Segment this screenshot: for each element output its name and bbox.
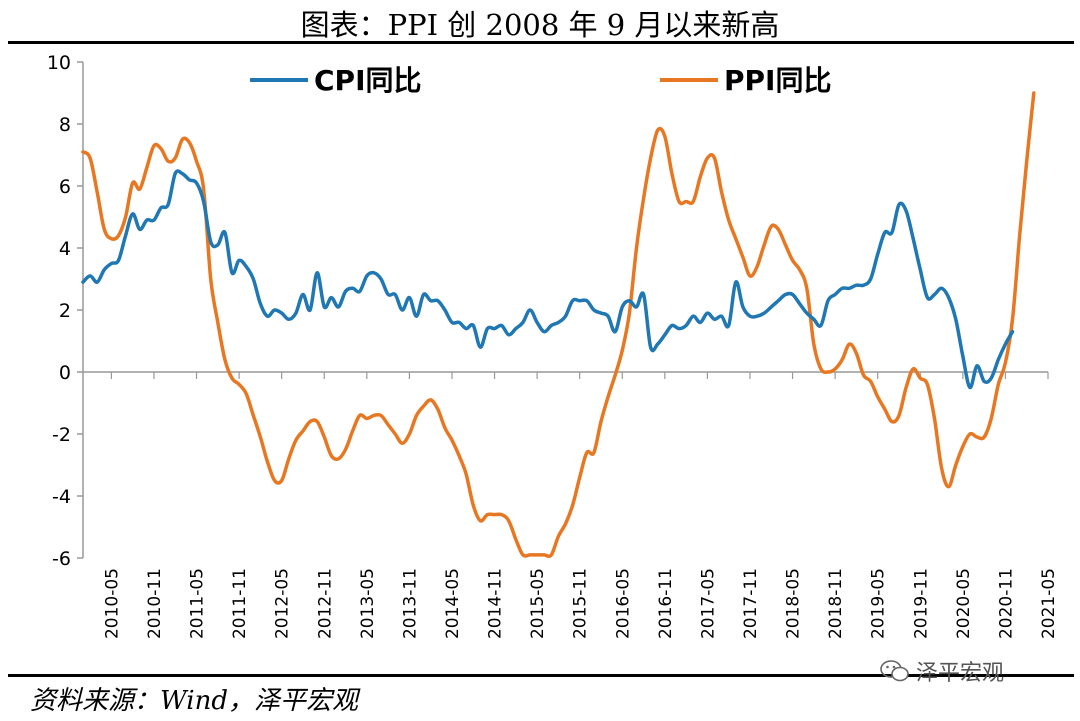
x-tick: 2014-05 [443,568,463,639]
x-tick-label: 2015-05 [528,568,548,639]
x-tick-label: 2017-11 [741,568,761,639]
x-tick: 2010-11 [145,568,165,639]
series-lines [81,91,1036,559]
x-tick-label: 2012-11 [315,568,335,639]
x-tick-label: 2013-11 [400,568,420,639]
x-tick: 2013-11 [400,568,420,639]
x-tick: 2014-11 [486,568,506,639]
x-tick: 2020-05 [954,568,974,639]
x-tick-label: 2018-05 [784,568,804,639]
x-tick-label: 2018-11 [826,568,846,639]
x-tick-label: 2015-11 [571,568,591,639]
x-tick-label: 2010-05 [102,568,122,639]
x-tick: 2018-05 [784,568,804,639]
x-tick: 2020-11 [996,568,1016,639]
x-tick-label: 2019-05 [869,568,889,639]
x-tick: 2021-05 [1039,568,1059,639]
x-tick: 2015-11 [571,568,591,639]
legend: CPI同比 PPI同比 [250,64,831,97]
y-tick-label: 8 [59,114,71,136]
x-tick: 2018-11 [826,568,846,639]
y-tick-label: 4 [59,238,71,260]
x-tick: 2016-05 [613,568,633,639]
x-tick: 2012-11 [315,568,335,639]
x-tick: 2017-11 [741,568,761,639]
y-tick-label: -4 [52,486,71,508]
x-tick-label: 2010-11 [145,568,165,639]
x-tick-label: 2016-11 [656,568,676,639]
x-tick-label: 2012-05 [273,568,293,639]
y-tick-label: -2 [52,424,71,446]
x-tick: 2019-05 [869,568,889,639]
y-tick-label: 0 [59,362,71,384]
y-tick-label: 10 [47,52,71,74]
series-line-ppi [81,91,1036,559]
legend-label: PPI同比 [724,64,831,97]
x-tick-label: 2021-05 [1039,568,1059,639]
watermark-text: 泽平宏观 [916,661,1005,686]
x-tick: 2010-05 [102,568,122,639]
wechat-icon [880,660,909,682]
series-line-cpi [81,169,1015,390]
axes: -6 -4 -2 0 2 4 6 8 10 2010-05 2010-11 2011-05 2011-1… [47,52,1059,639]
x-tick-label: 2011-05 [188,568,208,639]
y-tick-label: 2 [59,300,71,322]
x-tick-label: 2014-05 [443,568,463,639]
x-tick: 2011-05 [188,568,208,639]
x-tick: 2012-05 [273,568,293,639]
x-tick-label: 2020-05 [954,568,974,639]
y-tick-label: -6 [52,548,71,570]
y-tick-label: 6 [59,176,71,198]
x-tick-label: 2011-11 [230,568,250,639]
x-tick: 2017-05 [698,568,718,639]
x-tick-label: 2019-11 [911,568,931,639]
x-tick-label: 2020-11 [996,568,1016,639]
x-tick-label: 2014-11 [486,568,506,639]
x-tick: 2016-11 [656,568,676,639]
x-tick: 2013-05 [358,568,378,639]
watermark: 泽平宏观 [880,655,1004,687]
chart-plot: -6 -4 -2 0 2 4 6 8 10 2010-05 2010-11 2011-05 2011-1… [47,52,1059,639]
x-tick: 2019-11 [911,568,931,639]
x-tick: 2015-05 [528,568,548,639]
source-divider [8,674,1074,677]
source-note: 资料来源：Wind，泽平宏观 [30,686,358,716]
x-tick-label: 2017-05 [698,568,718,639]
legend-label: CPI同比 [314,64,422,97]
x-tick: 2011-11 [230,568,250,639]
chart-title: 图表：PPI 创 2008 年 9 月以来新高 [300,8,780,42]
x-tick-label: 2013-05 [358,568,378,639]
title-divider [8,41,1074,44]
x-tick-label: 2016-05 [613,568,633,639]
